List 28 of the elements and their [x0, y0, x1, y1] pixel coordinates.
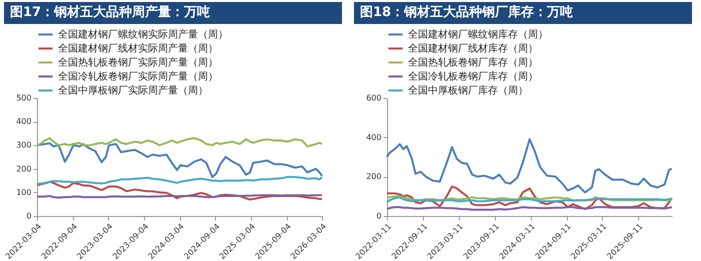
line-series — [386, 138, 673, 194]
line-series — [36, 137, 323, 148]
line-series — [36, 142, 323, 178]
y-tick-label: 100 — [16, 188, 32, 197]
chart-title: 图18：钢材五大品种钢厂库存：万吨 — [354, 2, 692, 24]
legend-label: 全国建材钢厂螺纹钢库存（周） — [408, 28, 548, 40]
y-tick-label: 500 — [16, 94, 32, 102]
chart-title: 图17：钢材五大品种周产量：万吨 — [4, 2, 342, 24]
line-series — [36, 176, 323, 186]
legend-label: 全国建材钢厂螺纹钢实际周产量（周） — [58, 28, 228, 40]
legend-label: 全国冷轧板卷钢厂实际周产量（周） — [58, 70, 218, 82]
y-tick-label: 0 — [26, 212, 32, 220]
y-tick-label: 400 — [16, 117, 32, 126]
line-series — [36, 180, 323, 200]
legend-label: 全国中厚板钢厂库存（周） — [408, 84, 528, 96]
legend-label: 全国冷轧板卷钢厂库存（周） — [408, 70, 538, 82]
legend-label: 全国中厚板钢厂实际周产量（周） — [58, 84, 208, 96]
y-tick-label: 200 — [16, 164, 32, 174]
y-tick-label: 200 — [366, 172, 382, 182]
y-tick-label: 300 — [16, 140, 32, 150]
y-tick-label: 400 — [366, 132, 382, 142]
line-series — [386, 186, 673, 210]
legend-label: 全国热轧板卷钢厂实际周产量（周） — [58, 56, 218, 68]
legend-label: 全国建材钢厂线材实际周产量（周） — [58, 42, 218, 54]
y-tick-label: 0 — [376, 212, 382, 220]
legend-label: 全国热轧板卷钢厂库存（周） — [408, 56, 538, 68]
y-tick-label: 600 — [366, 94, 382, 102]
legend-label: 全国建材钢厂线材库存（周） — [408, 42, 538, 54]
